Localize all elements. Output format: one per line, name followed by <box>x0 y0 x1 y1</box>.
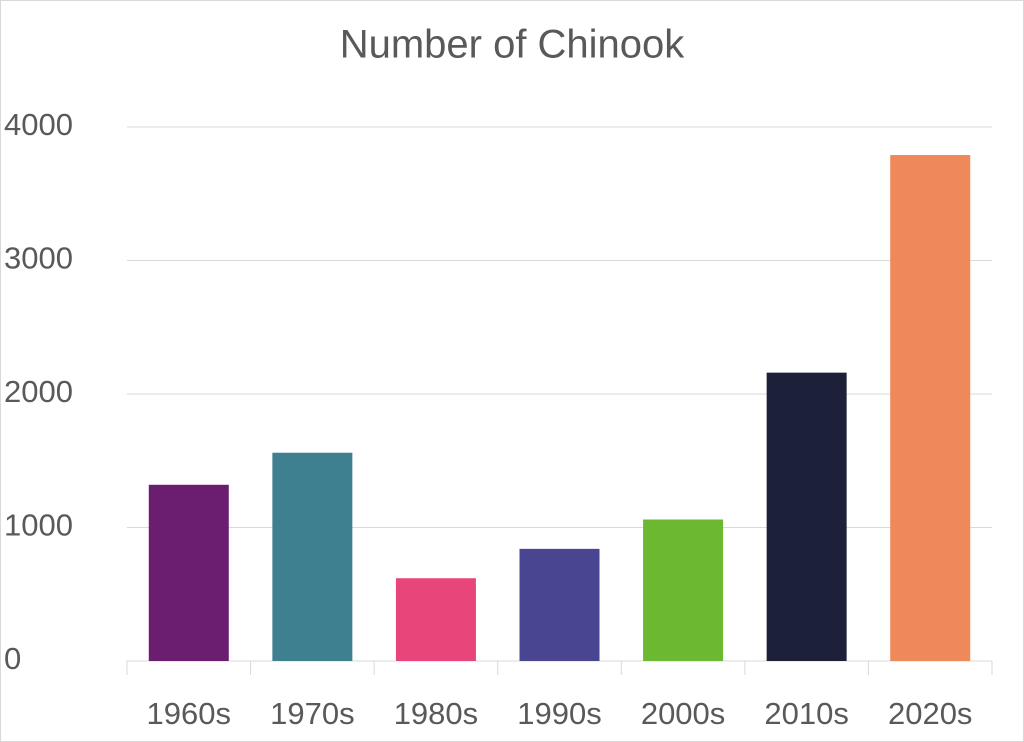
x-tick-label: 2020s <box>888 696 972 731</box>
bar <box>272 452 353 661</box>
bar <box>766 372 847 661</box>
bar <box>519 548 600 661</box>
y-tick-label: 1000 <box>4 508 73 543</box>
chart-title: Number of Chinook <box>340 23 686 67</box>
y-tick-label: 3000 <box>4 241 73 276</box>
x-tick-label: 2000s <box>641 696 725 731</box>
x-tick-label: 1960s <box>147 696 231 731</box>
x-tick-label: 1990s <box>517 696 601 731</box>
x-tick-label: 1980s <box>394 696 478 731</box>
bar <box>643 519 724 661</box>
y-tick-label: 4000 <box>4 107 73 142</box>
bar <box>395 578 476 661</box>
x-tick-label: 1970s <box>270 696 354 731</box>
bar <box>890 155 971 661</box>
bar <box>148 484 229 661</box>
y-tick-label: 2000 <box>4 374 73 409</box>
x-tick-label: 2010s <box>764 696 848 731</box>
y-tick-label: 0 <box>4 641 21 676</box>
